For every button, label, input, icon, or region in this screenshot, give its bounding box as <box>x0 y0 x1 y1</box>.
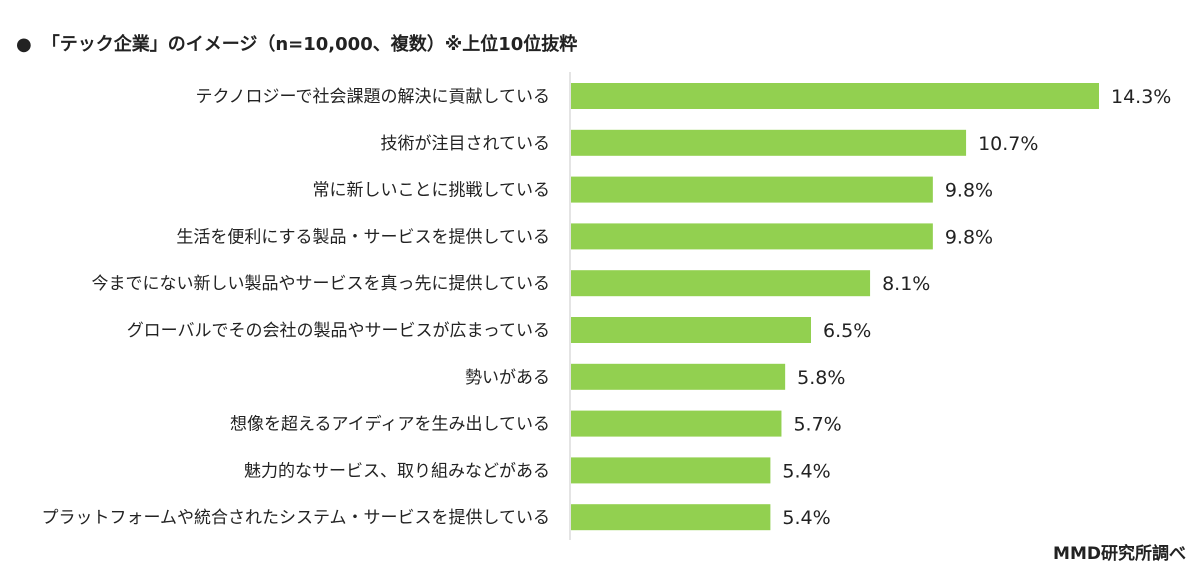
bar <box>571 317 811 343</box>
value-label: 8.1% <box>882 273 930 295</box>
category-label: 生活を便利にする製品・サービスを提供している <box>176 227 550 247</box>
category-label: グローバルでその会社の製品やサービスが広まっている <box>127 321 550 341</box>
title-text: 「テック企業」のイメージ（n=10,000、複数）※上位10位抜粋 <box>41 34 578 55</box>
bar <box>571 457 771 484</box>
bar <box>571 176 933 203</box>
bar <box>571 363 786 390</box>
value-label: 5.4% <box>782 460 830 482</box>
source-credit: MMD研究所調べ <box>1053 544 1186 564</box>
value-label: 6.5% <box>823 320 871 342</box>
category-label: 魅力的なサービス、取り組みなどがある <box>244 461 550 481</box>
value-label: 10.7% <box>978 133 1038 155</box>
bar <box>571 223 933 250</box>
category-label: 勢いがある <box>465 368 550 388</box>
value-label: 5.4% <box>782 507 830 529</box>
bar <box>571 129 967 156</box>
value-label: 14.3% <box>1111 86 1171 108</box>
value-label: 5.7% <box>793 414 841 436</box>
bar <box>571 504 771 531</box>
category-label: プラットフォームや統合されたシステム・サービスを提供している <box>42 508 550 528</box>
category-label: 技術が注目されている <box>381 134 551 154</box>
bar <box>571 270 871 297</box>
category-label: テクノロジーで社会課題の解決に貢献している <box>196 87 550 107</box>
category-label: 今までにない新しい製品やサービスを真っ先に提供している <box>92 274 551 294</box>
category-label: 想像を超えるアイディアを生み出している <box>230 414 550 435</box>
value-label: 9.8% <box>945 226 993 248</box>
category-label: 常に新しいことに挑戦している <box>313 181 551 201</box>
value-label: 9.8% <box>945 180 993 202</box>
title-bullet: ● <box>16 34 32 55</box>
bar <box>571 410 782 437</box>
bar <box>571 83 1099 109</box>
value-label: 5.8% <box>797 367 845 389</box>
chart-title: ● 「テック企業」のイメージ（n=10,000、複数）※上位10位抜粋 <box>16 30 577 56</box>
